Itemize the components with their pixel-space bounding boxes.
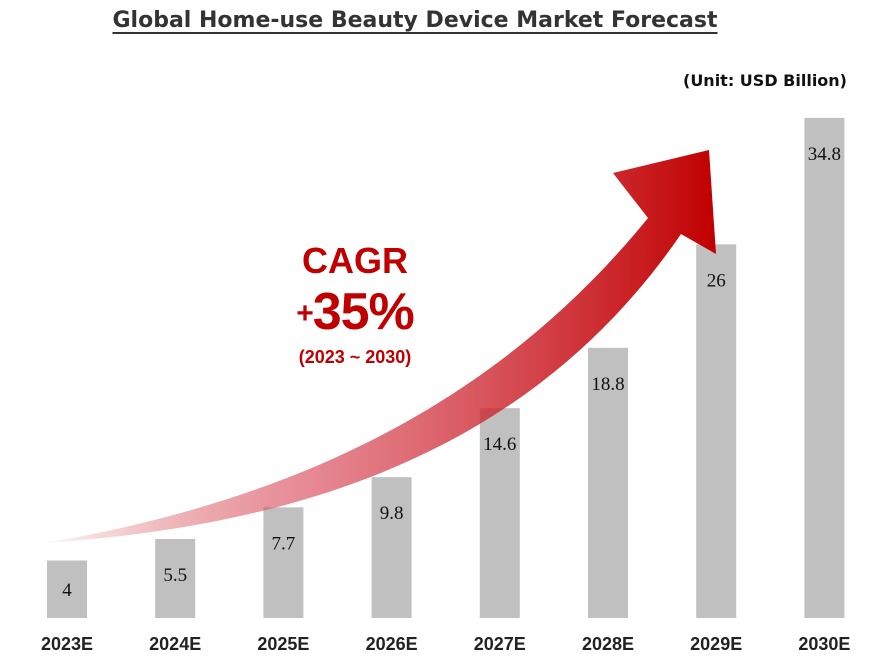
x-tick-2025E: 2025E <box>257 634 309 654</box>
x-tick-2027E: 2027E <box>474 634 526 654</box>
cagr-plus: + <box>296 297 314 330</box>
bar-2026E <box>371 477 412 618</box>
x-tick-2023E: 2023E <box>41 634 93 654</box>
data-label-2029E: 26 <box>707 270 726 291</box>
growth-arrow <box>44 150 716 543</box>
x-tick-2026E: 2026E <box>366 634 418 654</box>
bar-2027E <box>479 408 520 618</box>
bar-2030E <box>804 117 845 619</box>
x-tick-2028E: 2028E <box>582 634 634 654</box>
data-label-2026E: 9.8 <box>380 503 404 524</box>
cagr-label: CAGR <box>302 240 408 281</box>
x-tick-2030E: 2030E <box>798 634 850 654</box>
data-label-2028E: 18.8 <box>591 374 624 395</box>
bar-2025E <box>263 507 304 618</box>
x-tick-2024E: 2024E <box>149 634 201 654</box>
bar-2029E <box>696 244 737 619</box>
data-label-2027E: 14.6 <box>483 434 516 455</box>
cagr-period: (2023 ~ 2030) <box>298 347 412 367</box>
unit-label: (Unit: USD Billion) <box>683 71 847 90</box>
data-label-2023E: 4 <box>62 580 72 601</box>
data-label-2030E: 34.8 <box>808 144 841 165</box>
cagr-value-line: +35% <box>255 282 455 344</box>
data-label-2025E: 7.7 <box>272 533 296 554</box>
chart-title: Global Home-use Beauty Device Market For… <box>112 8 718 33</box>
cagr-value: 35% <box>312 283 415 341</box>
bar-2024E <box>155 538 196 618</box>
cagr-annotation: CAGR +35% (2023 ~ 2030) <box>255 240 455 370</box>
x-tick-2029E: 2029E <box>690 634 742 654</box>
x-axis-ticks: 2023E 2024E 2025E 2026E 2027E 2028E 2029E 2030E <box>41 634 850 654</box>
data-labels-group: 4 5.5 7.7 9.8 14.6 18.8 26 34.8 <box>62 144 841 601</box>
bar-2023E <box>47 560 87 618</box>
bar-2028E <box>588 347 628 618</box>
data-label-2024E: 5.5 <box>163 565 187 586</box>
bars-group <box>47 117 845 619</box>
